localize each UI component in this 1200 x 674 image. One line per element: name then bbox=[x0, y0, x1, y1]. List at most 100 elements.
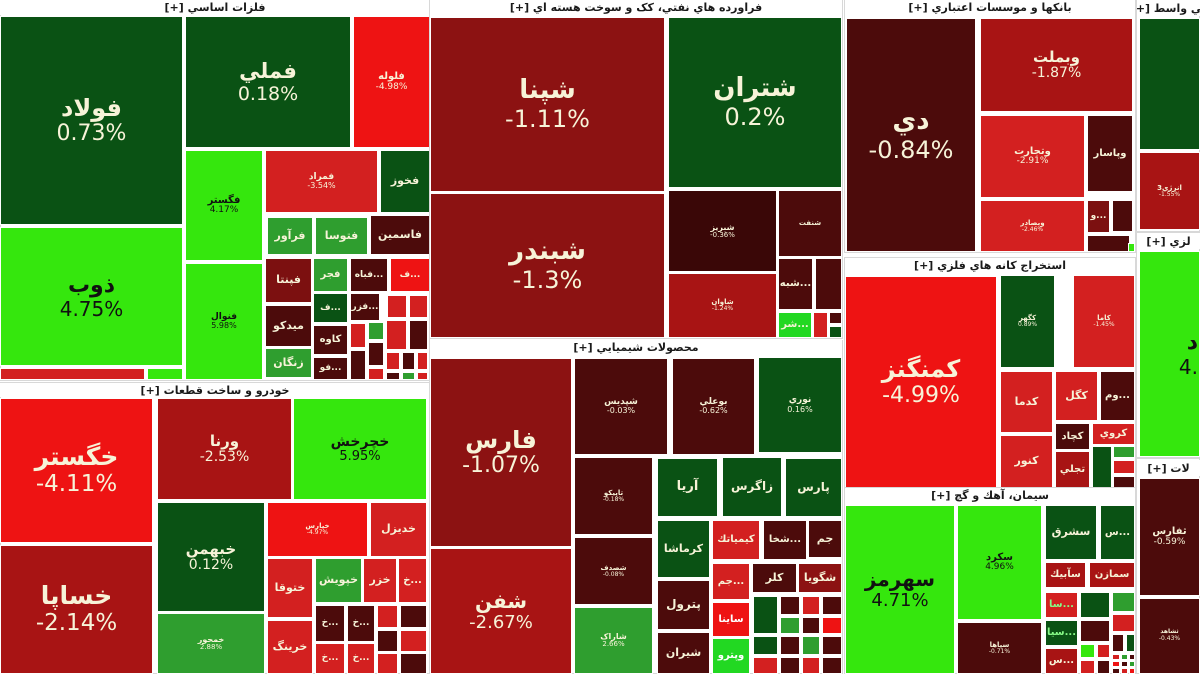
tile-cement-2[interactable]: سپاها -0.71% bbox=[957, 622, 1042, 674]
tile-basic-metals-15[interactable]: ...فباه bbox=[350, 258, 388, 292]
tile-metal-ores-2[interactable]: کاما -1.45% bbox=[1073, 275, 1135, 368]
tile-basic-metals-13[interactable]: فپنتا bbox=[265, 258, 312, 303]
tile-oil-products-3[interactable]: شبريز -0.36% bbox=[668, 190, 777, 272]
tile-chemicals-18[interactable]: ساينا bbox=[712, 602, 750, 637]
tile-basic-metals-4-small[interactable] bbox=[0, 368, 145, 380]
tile-oil-products-6[interactable]: ...شبه bbox=[778, 258, 813, 310]
tile-cement-17-small[interactable] bbox=[1126, 634, 1135, 652]
tile-basic-metals-24-small[interactable] bbox=[409, 295, 428, 318]
tile-basic-metals-14[interactable]: فجر bbox=[313, 258, 348, 292]
tile-chemicals-6[interactable]: آريا bbox=[657, 458, 718, 517]
tile-oil-products-11-small[interactable] bbox=[829, 326, 842, 338]
tile-oil-products-5[interactable]: شاوان -1.24% bbox=[668, 273, 777, 338]
tile-basic-metals-10[interactable]: فرآور bbox=[267, 217, 313, 255]
tile-basic-metals-8[interactable]: فمراد -3.54% bbox=[265, 150, 378, 213]
tile-metal-ores-11-small[interactable] bbox=[1113, 446, 1135, 458]
tile-basic-metals-19[interactable]: ...فزر bbox=[350, 293, 380, 321]
tile-right-financial-intermediation-1[interactable]: انرژي3 -1.55% bbox=[1139, 152, 1200, 230]
tile-basic-metals-27-small[interactable] bbox=[386, 320, 407, 350]
tile-chemicals-11[interactable]: کيمياتك bbox=[712, 520, 760, 560]
tile-chemicals-28-small[interactable] bbox=[822, 617, 842, 634]
tile-cement-21-small[interactable] bbox=[1121, 654, 1128, 660]
section-header-auto-parts[interactable]: خودرو و ساخت قطعات [+] bbox=[0, 383, 430, 397]
tile-metal-ores-12-small[interactable] bbox=[1113, 460, 1135, 474]
tile-chemicals-25-small[interactable] bbox=[822, 596, 842, 615]
tile-basic-metals-21[interactable]: زنگان bbox=[265, 348, 312, 378]
tile-basic-metals-3[interactable]: ذوب 4.75% bbox=[0, 227, 183, 366]
tile-chemicals-9[interactable]: شصدف -0.08% bbox=[574, 537, 653, 605]
tile-chemicals-19[interactable]: شاراک 2.66% bbox=[574, 607, 653, 674]
tile-chemicals-32-small[interactable] bbox=[822, 636, 842, 655]
tile-auto-parts-2[interactable]: ورنا -2.53% bbox=[157, 398, 292, 500]
tile-chemicals-30-small[interactable] bbox=[780, 636, 800, 655]
tile-chemicals-31-small[interactable] bbox=[802, 636, 820, 655]
tile-auto-parts-17-small[interactable] bbox=[377, 605, 398, 628]
tile-chemicals-24-small[interactable] bbox=[802, 596, 820, 615]
tile-cement-1[interactable]: سکرد 4.96% bbox=[957, 505, 1042, 620]
tile-banks-1[interactable]: وبملت -1.87% bbox=[980, 18, 1133, 112]
tile-basic-metals-35-small[interactable] bbox=[386, 372, 400, 380]
tile-banks-4[interactable]: وبصادر -2.46% bbox=[980, 200, 1085, 252]
tile-basic-metals-16[interactable]: ...ف bbox=[390, 258, 430, 292]
tile-basic-metals-9[interactable]: فخوز bbox=[380, 150, 430, 213]
tile-right-real-estate-1[interactable]: ثشاهد -0.43% bbox=[1139, 598, 1200, 674]
tile-basic-metals-18[interactable]: ...ف bbox=[313, 293, 348, 323]
section-header-metal-ores[interactable]: استخراج کانه هاي فلزي [+] bbox=[845, 258, 1135, 273]
tile-auto-parts-11[interactable]: خمحور 2.88% bbox=[157, 613, 265, 674]
tile-basic-metals-29-small[interactable] bbox=[350, 350, 366, 380]
tile-cement-11-small[interactable] bbox=[1112, 592, 1135, 612]
tile-basic-metals-7[interactable]: فنوال 5.98% bbox=[185, 263, 263, 380]
tile-cement-0[interactable]: سهرمز 4.71% bbox=[845, 505, 955, 674]
tile-auto-parts-6[interactable]: خديزل bbox=[370, 502, 427, 557]
tile-basic-metals-26-small[interactable] bbox=[368, 322, 384, 340]
tile-cement-10-small[interactable] bbox=[1080, 592, 1110, 618]
tile-basic-metals-31-small[interactable] bbox=[386, 352, 400, 370]
tile-cement-12-small[interactable] bbox=[1112, 614, 1135, 632]
tile-cement-6[interactable]: سمازن bbox=[1089, 562, 1135, 588]
tile-metal-ores-5[interactable]: ...وم bbox=[1100, 371, 1135, 421]
tile-basic-metals-34-small[interactable] bbox=[368, 368, 384, 380]
tile-basic-metals-36-small[interactable] bbox=[402, 372, 415, 380]
tile-metal-ores-3[interactable]: کدما bbox=[1000, 371, 1053, 433]
tile-chemicals-26-small[interactable] bbox=[780, 617, 800, 634]
tile-chemicals-35-small[interactable] bbox=[802, 657, 820, 674]
tile-cement-8[interactable]: ...سيا bbox=[1045, 620, 1078, 646]
tile-chemicals-36-small[interactable] bbox=[822, 657, 842, 674]
tile-metal-ores-0[interactable]: کمنگنز -4.99% bbox=[845, 276, 997, 488]
tile-basic-metals-12[interactable]: فاسمين bbox=[370, 215, 430, 255]
tile-auto-parts-20-small[interactable] bbox=[400, 630, 427, 652]
tile-basic-metals-37-small[interactable] bbox=[417, 372, 428, 380]
tile-oil-products-1[interactable]: شتران 0.2% bbox=[668, 17, 842, 188]
tile-auto-parts-21-small[interactable] bbox=[377, 653, 398, 674]
tile-chemicals-14[interactable]: ...جم bbox=[712, 563, 750, 600]
tile-auto-parts-13[interactable]: ...خ bbox=[315, 605, 345, 642]
tile-right-real-estate-0[interactable]: ثفارس -0.59% bbox=[1139, 478, 1200, 596]
tile-chemicals-12[interactable]: ...شخا bbox=[763, 520, 807, 560]
tile-metal-ores-7[interactable]: کروي bbox=[1092, 423, 1135, 445]
tile-cement-5[interactable]: سآبيك bbox=[1045, 562, 1086, 588]
tile-banks-2[interactable]: وتجارت -2.91% bbox=[980, 115, 1085, 198]
tile-auto-parts-9[interactable]: خزر bbox=[363, 558, 397, 603]
tile-cement-19-small[interactable] bbox=[1097, 660, 1110, 674]
tile-chemicals-15[interactable]: کلر bbox=[752, 563, 797, 593]
tile-chemicals-2[interactable]: شپديس -0.03% bbox=[574, 358, 668, 455]
tile-chemicals-21[interactable]: وپترو bbox=[712, 638, 750, 674]
tile-chemicals-13[interactable]: جم bbox=[808, 520, 842, 558]
tile-auto-parts-15[interactable]: ...خ bbox=[315, 643, 345, 674]
section-header-banks[interactable]: بانکها و موسسات اعتباري [+] bbox=[845, 0, 1135, 15]
tile-auto-parts-14[interactable]: ...خ bbox=[347, 605, 375, 642]
tile-chemicals-8[interactable]: پارس bbox=[785, 458, 842, 517]
tile-auto-parts-5[interactable]: خپارس -4.97% bbox=[267, 502, 368, 557]
tile-chemicals-0[interactable]: فارس -1.07% bbox=[430, 358, 572, 547]
tile-auto-parts-3[interactable]: خچرخش 5.95% bbox=[293, 398, 427, 500]
tile-auto-parts-12[interactable]: خرينگ bbox=[267, 620, 313, 674]
tile-cement-7[interactable]: ...سا bbox=[1045, 592, 1078, 618]
tile-auto-parts-19-small[interactable] bbox=[377, 630, 398, 652]
tile-banks-6-small[interactable] bbox=[1112, 200, 1133, 232]
tile-auto-parts-4[interactable]: خبهمن 0.12% bbox=[157, 502, 265, 612]
tile-metal-ores-10-small[interactable] bbox=[1092, 446, 1112, 488]
tile-chemicals-7[interactable]: زاگرس bbox=[722, 457, 782, 517]
tile-banks-7-small[interactable] bbox=[1087, 235, 1130, 252]
tile-cement-24-small[interactable] bbox=[1121, 661, 1128, 667]
tile-chemicals-5[interactable]: تاپيکو -0.18% bbox=[574, 457, 653, 535]
